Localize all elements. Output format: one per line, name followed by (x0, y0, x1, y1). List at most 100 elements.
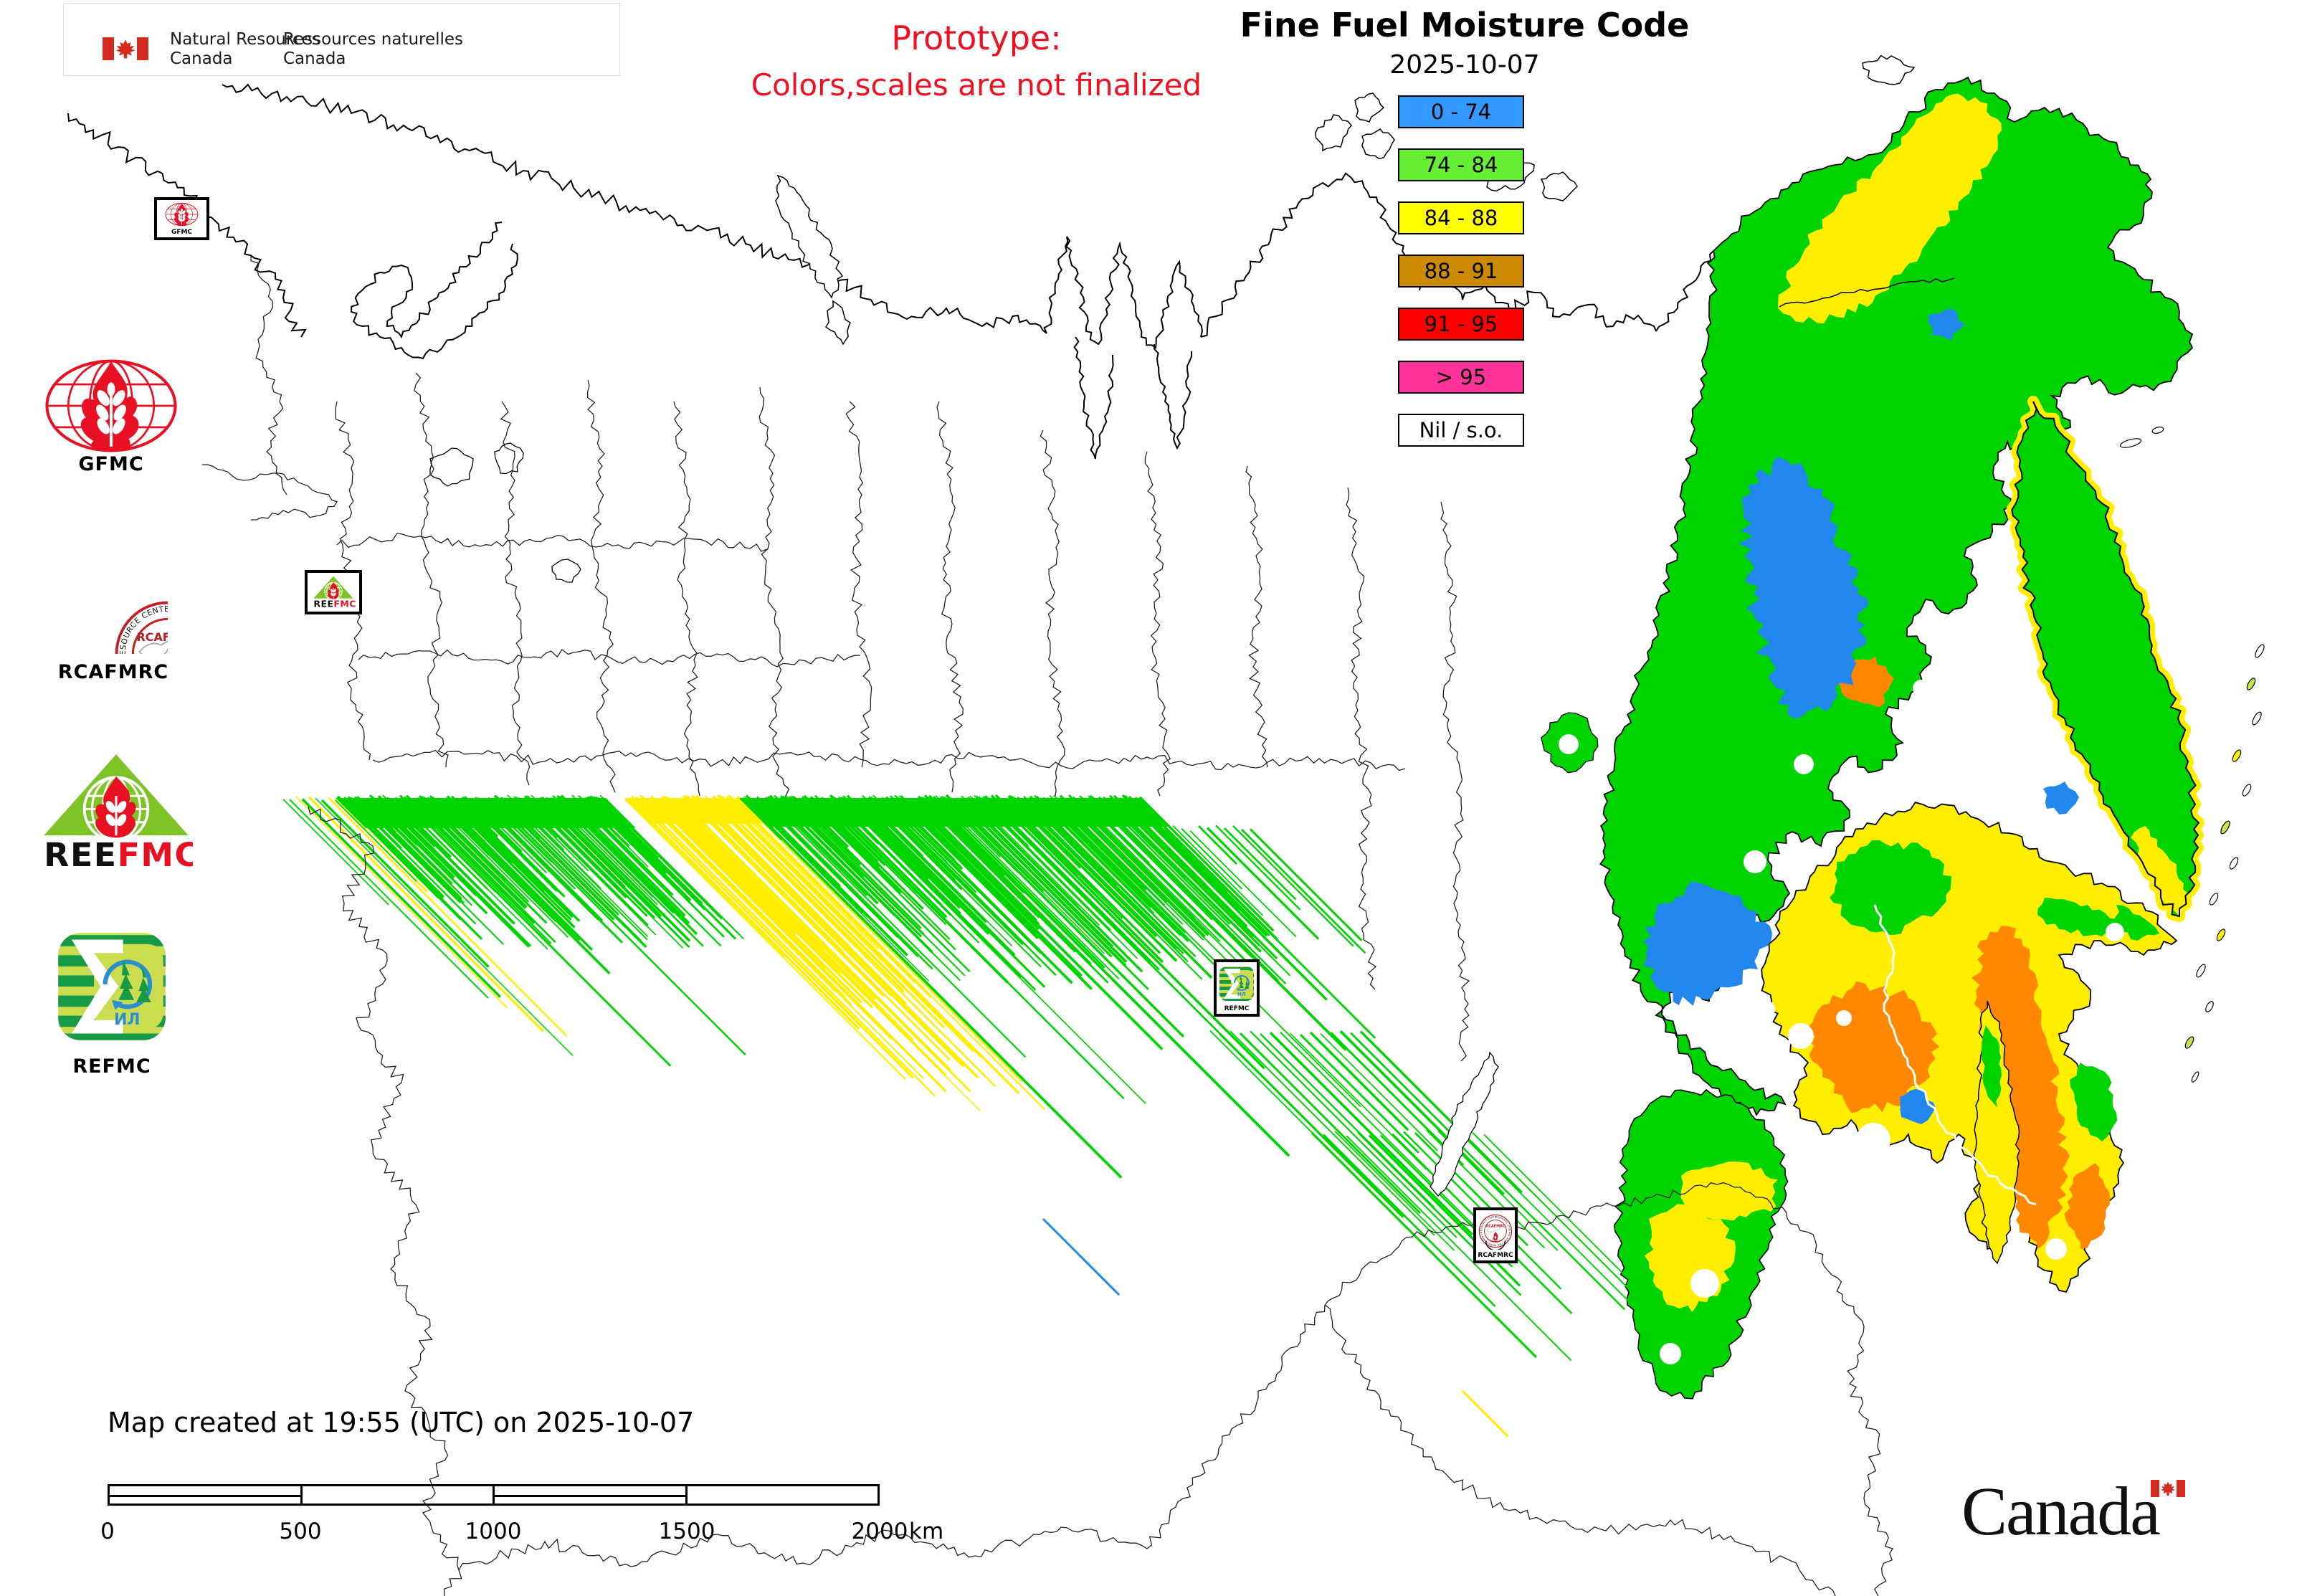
scale-tick-label: 1000 (465, 1519, 522, 1544)
streak-line (1018, 798, 1158, 938)
streak-line (455, 799, 574, 918)
streak-line (637, 799, 912, 1073)
streak-line (937, 799, 1045, 908)
scale-tick-label: 1500 (658, 1519, 715, 1544)
amur-river-line (1873, 904, 2037, 1206)
streak-line (588, 795, 667, 875)
watermark-label: REFMC (1224, 1005, 1250, 1012)
streak-line (848, 798, 930, 880)
streak-line (467, 799, 523, 855)
streak-line (808, 797, 951, 940)
streak-line (1172, 825, 1264, 916)
streak-line (743, 796, 929, 982)
streak-line (1230, 1030, 1435, 1236)
scale-tick-label: 500 (279, 1519, 322, 1544)
streak-line (734, 799, 1045, 1111)
streak-line (974, 794, 1138, 959)
island-outline (1862, 54, 1916, 85)
watermark-label: GFMC (171, 229, 192, 236)
streak-line (802, 795, 956, 951)
streak-line (670, 798, 827, 955)
streak-line (523, 795, 627, 898)
admin-border (1324, 1182, 1832, 1306)
streak-line (931, 799, 1024, 894)
nodata-hole (1559, 734, 1579, 754)
sakhalin-green (1981, 1025, 2002, 1108)
streak-line (777, 797, 933, 954)
streak-line (1055, 798, 1148, 890)
islet (2209, 893, 2219, 906)
streak-line (541, 796, 662, 918)
admin-border (458, 1526, 1148, 1571)
streak-line (943, 796, 1184, 1038)
admin-border (336, 533, 768, 552)
streak-line (939, 796, 1001, 858)
region-bl3 (1928, 308, 1964, 341)
streak-line (1164, 829, 1228, 893)
streak-line (1483, 1134, 1683, 1334)
streak-line (1047, 797, 1238, 989)
streak-line (416, 797, 528, 908)
admin-border (1146, 1304, 1326, 1549)
map-date: 2025-10-07 (1389, 50, 1540, 80)
nodata-hole (1756, 1000, 1775, 1019)
streak-line (1007, 794, 1082, 869)
streak-line (1023, 795, 1177, 950)
streak-line (928, 794, 1290, 1157)
streak-line (782, 795, 865, 878)
admin-border (358, 648, 861, 668)
streak-line (1249, 828, 1363, 941)
streak-line (876, 797, 1024, 946)
streak-line (904, 798, 1083, 977)
islet (2242, 784, 2252, 797)
streak-line (1064, 797, 1236, 969)
scale-tick-label: 0 (100, 1519, 115, 1544)
lake-outline (1430, 1051, 1499, 1197)
streak-line (624, 798, 906, 1080)
streak-line (805, 797, 903, 894)
streak-line (857, 799, 1046, 988)
streak-line (791, 795, 861, 866)
streak-line (491, 797, 615, 921)
streak-line (437, 798, 581, 941)
region-o3 (2064, 1163, 2111, 1249)
region-o2 (1971, 926, 2070, 1249)
streak-line (1329, 1031, 1465, 1167)
streak-line (825, 799, 1125, 1100)
streak-line (472, 799, 548, 874)
streak-line (819, 797, 947, 926)
streak-line (866, 800, 1013, 947)
streak-line (950, 799, 1019, 869)
streak-line (797, 799, 971, 973)
islet (2184, 1036, 2194, 1049)
streak-line (1206, 827, 1320, 940)
admin-border (758, 386, 790, 797)
streak-line (779, 795, 923, 938)
admin-border (1831, 1274, 1893, 1596)
streak-line (421, 795, 507, 882)
streak-line (459, 798, 498, 837)
streak-line (315, 797, 574, 1056)
kamchatka-outline (2011, 401, 2200, 918)
legend-entry: > 95 (1398, 361, 1524, 394)
streak-line (1088, 795, 1213, 921)
nodata-hole (1744, 850, 1766, 873)
chukotka-border-line (1779, 277, 1955, 308)
island-outline (1540, 171, 1578, 201)
streak-line (1117, 798, 1196, 876)
island-outline (1315, 114, 1352, 152)
streak-line (628, 798, 860, 1030)
streak-line (1004, 799, 1099, 894)
streak-line (885, 796, 1073, 984)
streak-line (895, 796, 1039, 940)
streak-line (845, 799, 1037, 991)
streak-line (1320, 1032, 1438, 1151)
streak-line (409, 799, 504, 893)
streak-line (1100, 798, 1151, 847)
streak-line (693, 796, 964, 1068)
streak-line (771, 797, 841, 867)
streak-line (741, 797, 1123, 1179)
nrcan-name-en-line1: Natural Resources (170, 30, 320, 49)
streak-line (592, 796, 737, 940)
streak-line (289, 799, 489, 999)
